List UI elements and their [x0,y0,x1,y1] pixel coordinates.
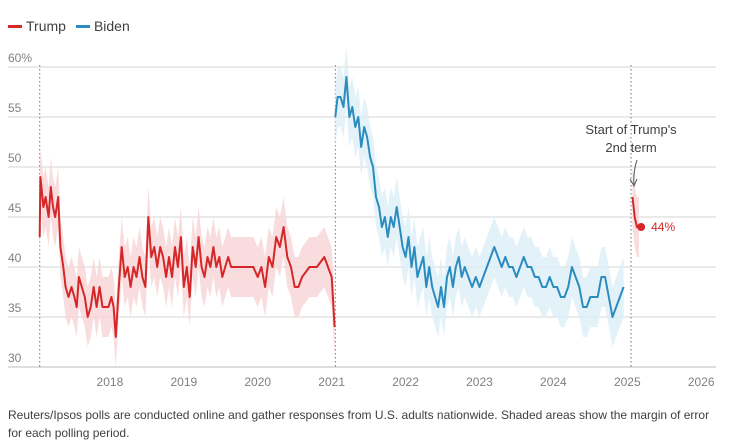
margin-band-trump [39,147,335,367]
latest-value-dot [637,223,646,231]
band-layer [39,47,640,367]
y-tick-label: 60% [8,51,32,65]
annotation-arrowhead [629,178,638,188]
y-tick-label: 40 [8,251,22,265]
series-line-biden [334,76,625,318]
approval-chart: 30 35 40 45 50 55 60% 2018 2019 2020 2021 2022 2023 2… [8,47,716,389]
annotation-arrow [633,159,638,185]
y-tick-label: 55 [8,101,22,115]
legend-swatch-biden [75,24,90,28]
x-tick-label: 2019 [170,375,197,389]
y-tick-label: 50 [8,151,22,165]
margin-band-biden [335,47,624,347]
x-tick-label: 2021 [318,375,345,389]
legend-swatch-trump [8,24,22,28]
annotation-text-line: 2nd term [605,140,656,155]
legend-item-trump: Trump [8,18,66,34]
x-tick-label: 2023 [466,375,493,389]
x-tick-label: 2025 [614,375,641,389]
legend: Trump Biden [8,16,140,36]
legend-item-biden: Biden [75,18,130,34]
footnote: Reuters/Ipsos polls are conducted online… [8,408,710,440]
margin-band-trump [632,167,640,257]
x-tick-label: 2026 [688,375,715,389]
legend-label-trump: Trump [26,18,66,34]
x-tick-label: 2022 [392,375,419,389]
x-tick-label: 2020 [244,375,271,389]
label-layer: 44% Start of Trump's 2nd term [585,122,677,234]
legend-label-biden: Biden [93,18,130,34]
y-tick-label: 45 [8,201,22,215]
x-tick-label: 2018 [97,375,124,389]
x-tick-label: 2024 [540,375,567,389]
annotation-text-line: Start of Trump's [585,122,677,137]
y-tick-label: 35 [8,301,22,315]
y-tick-label: 30 [8,351,22,365]
latest-value-label: 44% [651,220,675,234]
